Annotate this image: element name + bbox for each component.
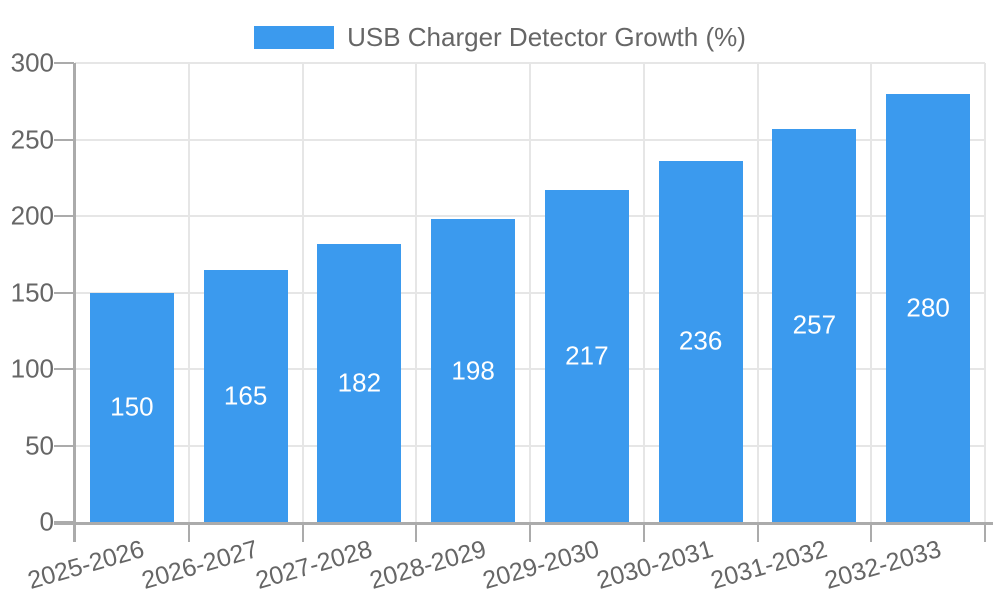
x-gridline	[301, 63, 304, 522]
y-tick-label: 300	[10, 47, 54, 78]
x-tick-label: 2031-2032	[707, 535, 831, 595]
y-axis-tick	[54, 444, 74, 447]
x-axis-tick	[870, 522, 873, 542]
y-tick-label: 250	[10, 124, 54, 154]
y-axis-tick	[54, 62, 74, 64]
y-tick-label: 100	[10, 353, 54, 384]
x-gridline	[529, 63, 531, 522]
legend-swatch	[254, 26, 335, 49]
y-tick-label: 50	[25, 430, 54, 460]
bar[interactable]	[317, 243, 402, 522]
x-axis-tick	[984, 522, 986, 542]
bar[interactable]	[544, 189, 629, 522]
y-tick-label: 0	[39, 506, 54, 537]
y-axis-tick	[54, 138, 74, 141]
x-tick-label: 2026-2027	[138, 535, 262, 595]
y-axis-tick	[54, 291, 74, 294]
bar[interactable]	[89, 292, 174, 522]
x-tick-label: 2027-2028	[252, 535, 376, 595]
x-axis-line	[54, 522, 993, 525]
x-tick-label: 2025-2026	[24, 535, 148, 595]
bar[interactable]	[658, 160, 743, 522]
x-gridline	[870, 63, 873, 522]
x-gridline	[415, 63, 418, 522]
legend-item[interactable]: USB Charger Detector Growth (%)	[0, 22, 1000, 53]
bar[interactable]	[772, 128, 857, 522]
y-tick-label: 150	[10, 277, 54, 307]
x-axis-tick	[642, 522, 645, 542]
x-axis-tick	[415, 522, 418, 542]
x-gridline	[642, 63, 645, 522]
y-axis-tick	[54, 368, 74, 370]
x-gridline	[984, 63, 986, 522]
x-tick-label: 2028-2029	[366, 535, 489, 595]
x-tick-label: 2032-2033	[821, 535, 944, 595]
x-axis-tick	[187, 522, 190, 542]
x-axis-tick	[756, 522, 759, 542]
y-axis-tick	[54, 215, 74, 217]
y-axis-line	[73, 63, 76, 542]
bar[interactable]	[886, 93, 971, 522]
x-axis-tick	[301, 522, 304, 542]
bar[interactable]	[431, 219, 516, 522]
y-tick-label: 200	[10, 200, 54, 231]
x-tick-label: 2029-2030	[479, 535, 603, 595]
x-axis-tick	[529, 522, 531, 542]
x-tick-label: 2030-2031	[593, 535, 717, 595]
x-gridline	[756, 63, 759, 522]
x-gridline	[187, 63, 190, 522]
bar[interactable]	[203, 269, 288, 522]
legend-label: USB Charger Detector Growth (%)	[347, 22, 746, 52]
